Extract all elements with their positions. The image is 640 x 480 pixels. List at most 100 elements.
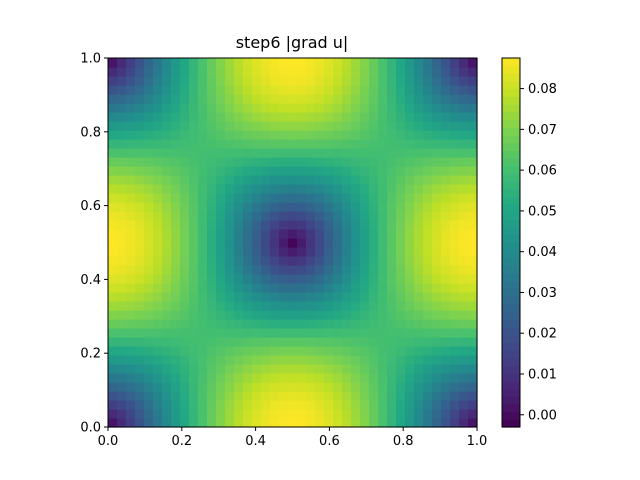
heatmap-cell — [288, 247, 298, 257]
heatmap-cell — [261, 112, 271, 122]
heatmap-cell — [441, 400, 451, 410]
heatmap-cell — [288, 166, 298, 176]
heatmap-cell — [423, 292, 433, 302]
heatmap-cell — [144, 184, 154, 194]
heatmap-cell — [153, 94, 163, 104]
heatmap-cell — [270, 238, 280, 248]
heatmap-cell — [153, 67, 163, 77]
heatmap-cell — [270, 229, 280, 239]
heatmap-cell — [243, 67, 253, 77]
heatmap-cell — [306, 418, 316, 428]
heatmap-cell — [162, 229, 172, 239]
heatmap-cell — [333, 220, 343, 230]
heatmap-cell — [369, 391, 379, 401]
heatmap-cell — [171, 184, 181, 194]
heatmap-cell — [297, 283, 307, 293]
heatmap-cell — [405, 58, 415, 68]
heatmap-cell — [126, 382, 136, 392]
colorbar-band — [502, 196, 520, 205]
heatmap-cell — [225, 148, 235, 158]
heatmap-cell — [468, 229, 478, 239]
heatmap-cell — [351, 310, 361, 320]
heatmap-cell — [252, 391, 262, 401]
heatmap-cell — [117, 346, 127, 356]
heatmap-cell — [162, 418, 172, 428]
heatmap-cell — [216, 166, 226, 176]
heatmap-cell — [468, 400, 478, 410]
heatmap-cell — [432, 256, 442, 266]
heatmap-cell — [324, 166, 334, 176]
heatmap-cell — [207, 247, 217, 257]
heatmap-cell — [216, 337, 226, 347]
heatmap-cell — [189, 193, 199, 203]
heatmap-cell — [441, 274, 451, 284]
heatmap-cell — [270, 247, 280, 257]
heatmap-cell — [279, 67, 289, 77]
heatmap-cell — [261, 355, 271, 365]
heatmap-cell — [315, 184, 325, 194]
heatmap-cell — [234, 373, 244, 383]
heatmap-cell — [108, 310, 118, 320]
heatmap-cell — [270, 292, 280, 302]
heatmap-cell — [360, 94, 370, 104]
heatmap-cell — [207, 67, 217, 77]
heatmap-cell — [234, 364, 244, 374]
heatmap-cell — [396, 301, 406, 311]
heatmap-cell — [198, 274, 208, 284]
heatmap-cell — [225, 94, 235, 104]
heatmap-cell — [306, 148, 316, 158]
heatmap-cell — [387, 103, 397, 113]
heatmap-cell — [405, 247, 415, 257]
heatmap-cell — [351, 409, 361, 419]
heatmap-cell — [126, 355, 136, 365]
heatmap-cell — [225, 103, 235, 113]
heatmap-cell — [432, 328, 442, 338]
heatmap-cell — [162, 166, 172, 176]
heatmap-cell — [324, 337, 334, 347]
heatmap-cell — [324, 139, 334, 149]
heatmap-cell — [414, 310, 424, 320]
heatmap-cell — [234, 256, 244, 266]
heatmap-cell — [198, 355, 208, 365]
heatmap-cell — [126, 256, 136, 266]
chart-title: step6 |grad u| — [236, 33, 349, 52]
heatmap-cell — [135, 103, 145, 113]
heatmap-cell — [261, 274, 271, 284]
heatmap-cell — [405, 85, 415, 95]
heatmap-cell — [441, 355, 451, 365]
heatmap-cell — [351, 76, 361, 86]
heatmap-cell — [144, 85, 154, 95]
heatmap-cell — [315, 121, 325, 131]
colorbar-band — [502, 104, 520, 113]
colorbar-band — [502, 204, 520, 213]
heatmap-cell — [315, 229, 325, 239]
heatmap-cell — [270, 76, 280, 86]
heatmap-cell — [144, 76, 154, 86]
heatmap-cell — [342, 229, 352, 239]
heatmap-cell — [378, 373, 388, 383]
heatmap-cell — [324, 247, 334, 257]
heatmap-cell — [315, 328, 325, 338]
heatmap-cell — [414, 229, 424, 239]
heatmap-cell — [216, 157, 226, 167]
heatmap-cell — [252, 139, 262, 149]
heatmap-cell — [387, 283, 397, 293]
heatmap-cell — [198, 283, 208, 293]
heatmap-cell — [279, 346, 289, 356]
heatmap-cell — [234, 292, 244, 302]
heatmap-cell — [108, 58, 118, 68]
heatmap-cell — [234, 112, 244, 122]
heatmap-cell — [225, 202, 235, 212]
heatmap-cell — [306, 229, 316, 239]
heatmap-cell — [270, 103, 280, 113]
heatmap-cell — [306, 67, 316, 77]
heatmap-cell — [324, 220, 334, 230]
heatmap-cell — [261, 418, 271, 428]
heatmap-cell — [387, 94, 397, 104]
heatmap-cell — [180, 148, 190, 158]
heatmap-cell — [162, 76, 172, 86]
heatmap-cell — [414, 121, 424, 131]
heatmap-cell — [342, 211, 352, 221]
heatmap-cell — [225, 274, 235, 284]
heatmap-cell — [225, 211, 235, 221]
